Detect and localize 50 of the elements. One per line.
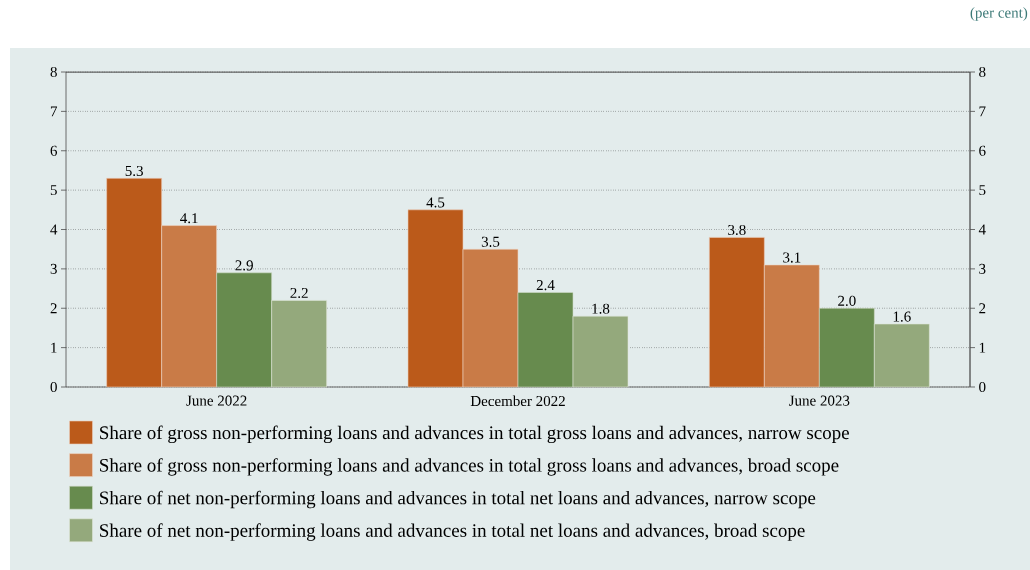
legend-label: Share of gross non-performing loans and advances in total gross loans and advances, broad scope bbox=[100, 458, 839, 476]
bar bbox=[161, 225, 217, 388]
bar bbox=[874, 323, 930, 388]
y-tick-label: 1 bbox=[51, 342, 57, 353]
y-tick-label: 0 bbox=[50, 381, 57, 393]
legend-label: Share of net non-performing loans and advances in total net loans and advances, broad scope bbox=[100, 523, 805, 541]
data-label: 2.9 bbox=[235, 260, 253, 271]
data-label: 4.5 bbox=[426, 197, 445, 208]
y2-tick-label: 1 bbox=[979, 342, 986, 353]
bar bbox=[572, 315, 629, 388]
x-tick-label: June 2022 bbox=[186, 395, 247, 406]
bar bbox=[271, 300, 327, 388]
legend-label: Share of net non-performing loans and advances in total net loans and advances, narrow scope bbox=[100, 490, 816, 509]
bar bbox=[407, 209, 464, 388]
bar bbox=[819, 307, 875, 388]
data-label: 3.5 bbox=[481, 236, 500, 247]
bar bbox=[764, 264, 820, 388]
data-label: 2.0 bbox=[838, 295, 856, 306]
y2-tick-label: 7 bbox=[979, 106, 986, 117]
data-label: 3.8 bbox=[728, 224, 746, 236]
legend-label: Share of gross non-performing loans and advances in total gross loans and advances, narrow scope bbox=[100, 425, 849, 444]
data-label: 2.4 bbox=[536, 280, 555, 291]
y-tick-label: 3 bbox=[50, 263, 57, 274]
x-tick-label: December 2022 bbox=[470, 395, 565, 407]
y-tick-label: 5 bbox=[50, 185, 57, 196]
data-label: 4.1 bbox=[180, 213, 198, 224]
y2-tick-label: 5 bbox=[979, 185, 986, 196]
y2-tick-label: 2 bbox=[979, 303, 986, 314]
y-tick-label: 4 bbox=[50, 224, 58, 235]
data-label: 1.8 bbox=[592, 303, 610, 314]
text: (per cent) bbox=[970, 7, 1028, 21]
y2-tick-label: 8 bbox=[979, 66, 986, 78]
data-label: 5.3 bbox=[125, 165, 143, 177]
y-tick-label: 2 bbox=[50, 303, 57, 314]
y2-tick-label: 0 bbox=[979, 381, 986, 393]
x-tick-label: June 2023 bbox=[789, 395, 850, 406]
bar bbox=[216, 272, 272, 388]
data-label: 2.2 bbox=[290, 287, 308, 299]
y2-tick-label: 6 bbox=[979, 145, 986, 156]
bar bbox=[517, 292, 574, 388]
data-label: 3.1 bbox=[783, 252, 801, 263]
bar bbox=[462, 248, 519, 388]
bar bbox=[709, 237, 765, 388]
y2-tick-label: 3 bbox=[979, 263, 986, 274]
y-tick-label: 6 bbox=[50, 145, 58, 156]
y2-tick-label: 4 bbox=[978, 224, 986, 235]
data-label: 1.6 bbox=[893, 311, 911, 322]
bar bbox=[106, 178, 162, 388]
y-tick-label: 8 bbox=[50, 66, 57, 78]
y-tick-label: 7 bbox=[50, 106, 58, 117]
